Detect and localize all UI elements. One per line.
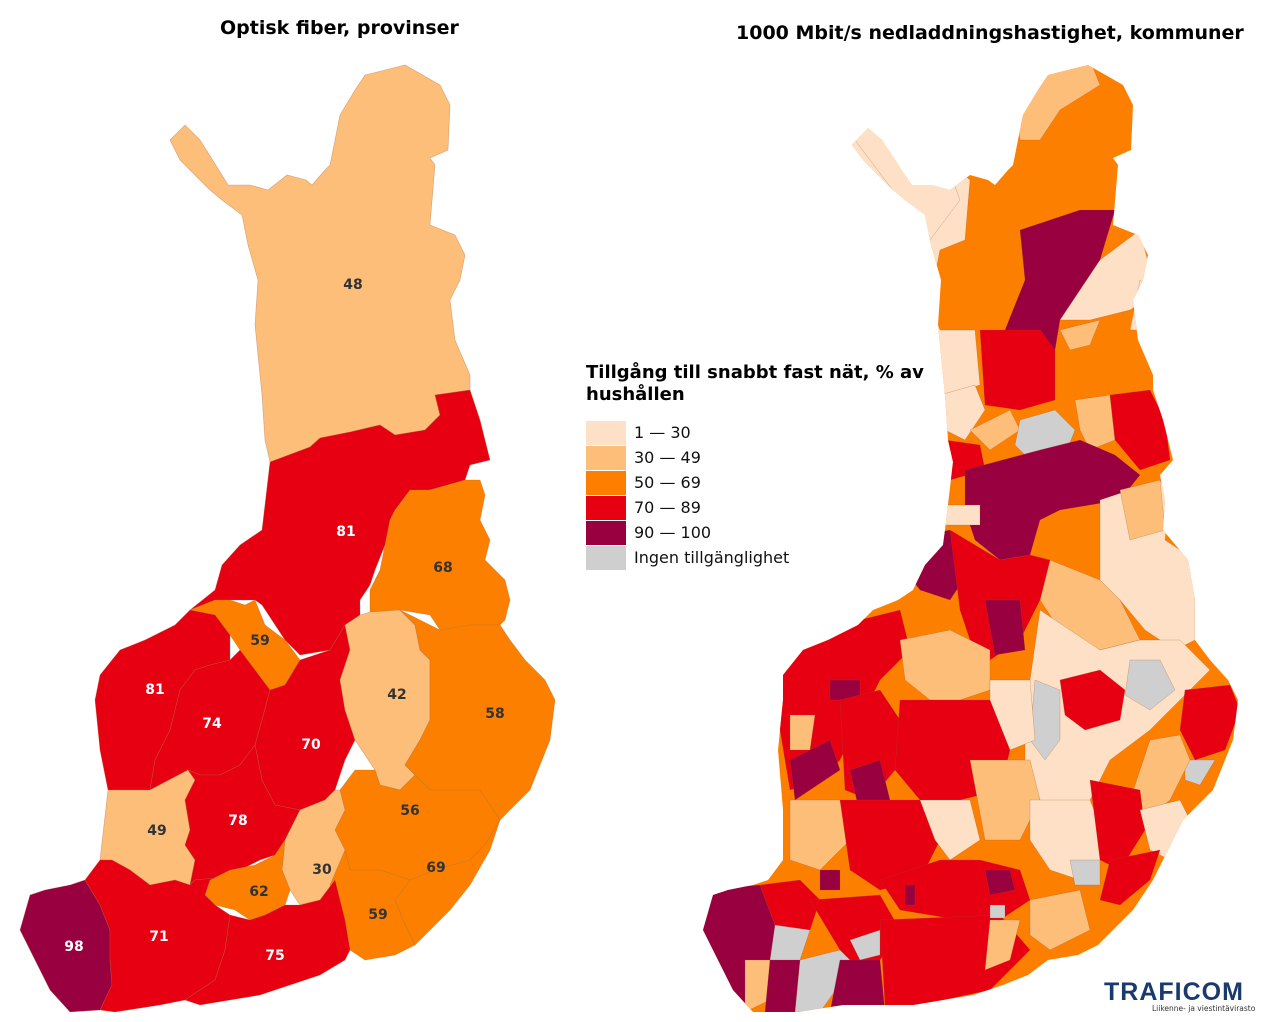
- legend-item-90-100: 90 — 100: [586, 520, 926, 545]
- traficom-logo: TRAFICOM Liikenne- ja viestintävirasto: [1104, 978, 1255, 1013]
- legend-swatch: [586, 520, 626, 545]
- label-59-southeast: 59: [368, 907, 387, 923]
- label-70: 70: [301, 737, 321, 753]
- label-69: 69: [426, 860, 445, 876]
- region-uusimaa[interactable]: [184, 879, 351, 1006]
- legend-item-70-89: 70 — 89: [586, 495, 926, 520]
- label-42: 42: [387, 687, 406, 703]
- legend-label: 1 — 30: [634, 423, 691, 442]
- legend-label: 50 — 69: [634, 473, 701, 492]
- label-48: 48: [343, 277, 362, 293]
- region-lapland[interactable]: [169, 64, 471, 463]
- legend-swatch: [586, 420, 626, 445]
- legend-label: 90 — 100: [634, 523, 712, 542]
- legend-label: 70 — 89: [634, 498, 701, 517]
- legend-swatch: [586, 470, 626, 495]
- legend-swatch: [586, 545, 626, 570]
- legend-item-50-69: 50 — 69: [586, 470, 926, 495]
- label-62: 62: [249, 884, 268, 900]
- legend-label: Ingen tillgänglighet: [634, 548, 790, 567]
- region-kanta-hame[interactable]: [204, 839, 291, 921]
- label-81-north: 81: [336, 524, 355, 540]
- label-74: 74: [202, 716, 222, 732]
- region-kainuu[interactable]: [369, 479, 511, 631]
- legend-item-1-30: 1 — 30: [586, 420, 926, 445]
- region-varsinais-suomi[interactable]: [84, 859, 231, 1013]
- legend-item-30-49: 30 — 49: [586, 445, 926, 470]
- legend: Tillgång till snabbt fast nät, % av hush…: [586, 362, 926, 570]
- legend-swatch: [586, 495, 626, 520]
- label-71: 71: [149, 929, 168, 945]
- label-81-west: 81: [145, 682, 164, 698]
- label-68: 68: [433, 560, 452, 576]
- label-30: 30: [312, 862, 332, 878]
- legend-swatch: [586, 445, 626, 470]
- label-59-central: 59: [250, 633, 269, 649]
- label-98: 98: [64, 939, 83, 955]
- left-map-title: Optisk fiber, provinser: [220, 17, 459, 39]
- left-map-labels: 48 81 68 59 81 74 70 42 58 49 78 56 30 6…: [64, 277, 504, 964]
- logo-wordmark: TRAFICOM: [1104, 978, 1244, 1006]
- region-pirkanmaa[interactable]: [184, 744, 301, 886]
- logo-subtitle: Liikenne- ja viestintävirasto: [1152, 1004, 1256, 1013]
- legend-label: 30 — 49: [634, 448, 701, 467]
- label-75: 75: [265, 948, 284, 964]
- left-map-provinces: 48 81 68 59 81 74 70 42 58 49 78 56 30 6…: [19, 64, 556, 1013]
- legend-item-none: Ingen tillgänglighet: [586, 545, 926, 570]
- legend-title: Tillgång till snabbt fast nät, % av hush…: [586, 362, 924, 405]
- label-56: 56: [400, 803, 419, 819]
- label-49: 49: [147, 823, 166, 839]
- right-map-title: 1000 Mbit/s nedladdningshastighet, kommu…: [736, 22, 1244, 44]
- label-78: 78: [228, 813, 247, 829]
- label-58: 58: [485, 706, 504, 722]
